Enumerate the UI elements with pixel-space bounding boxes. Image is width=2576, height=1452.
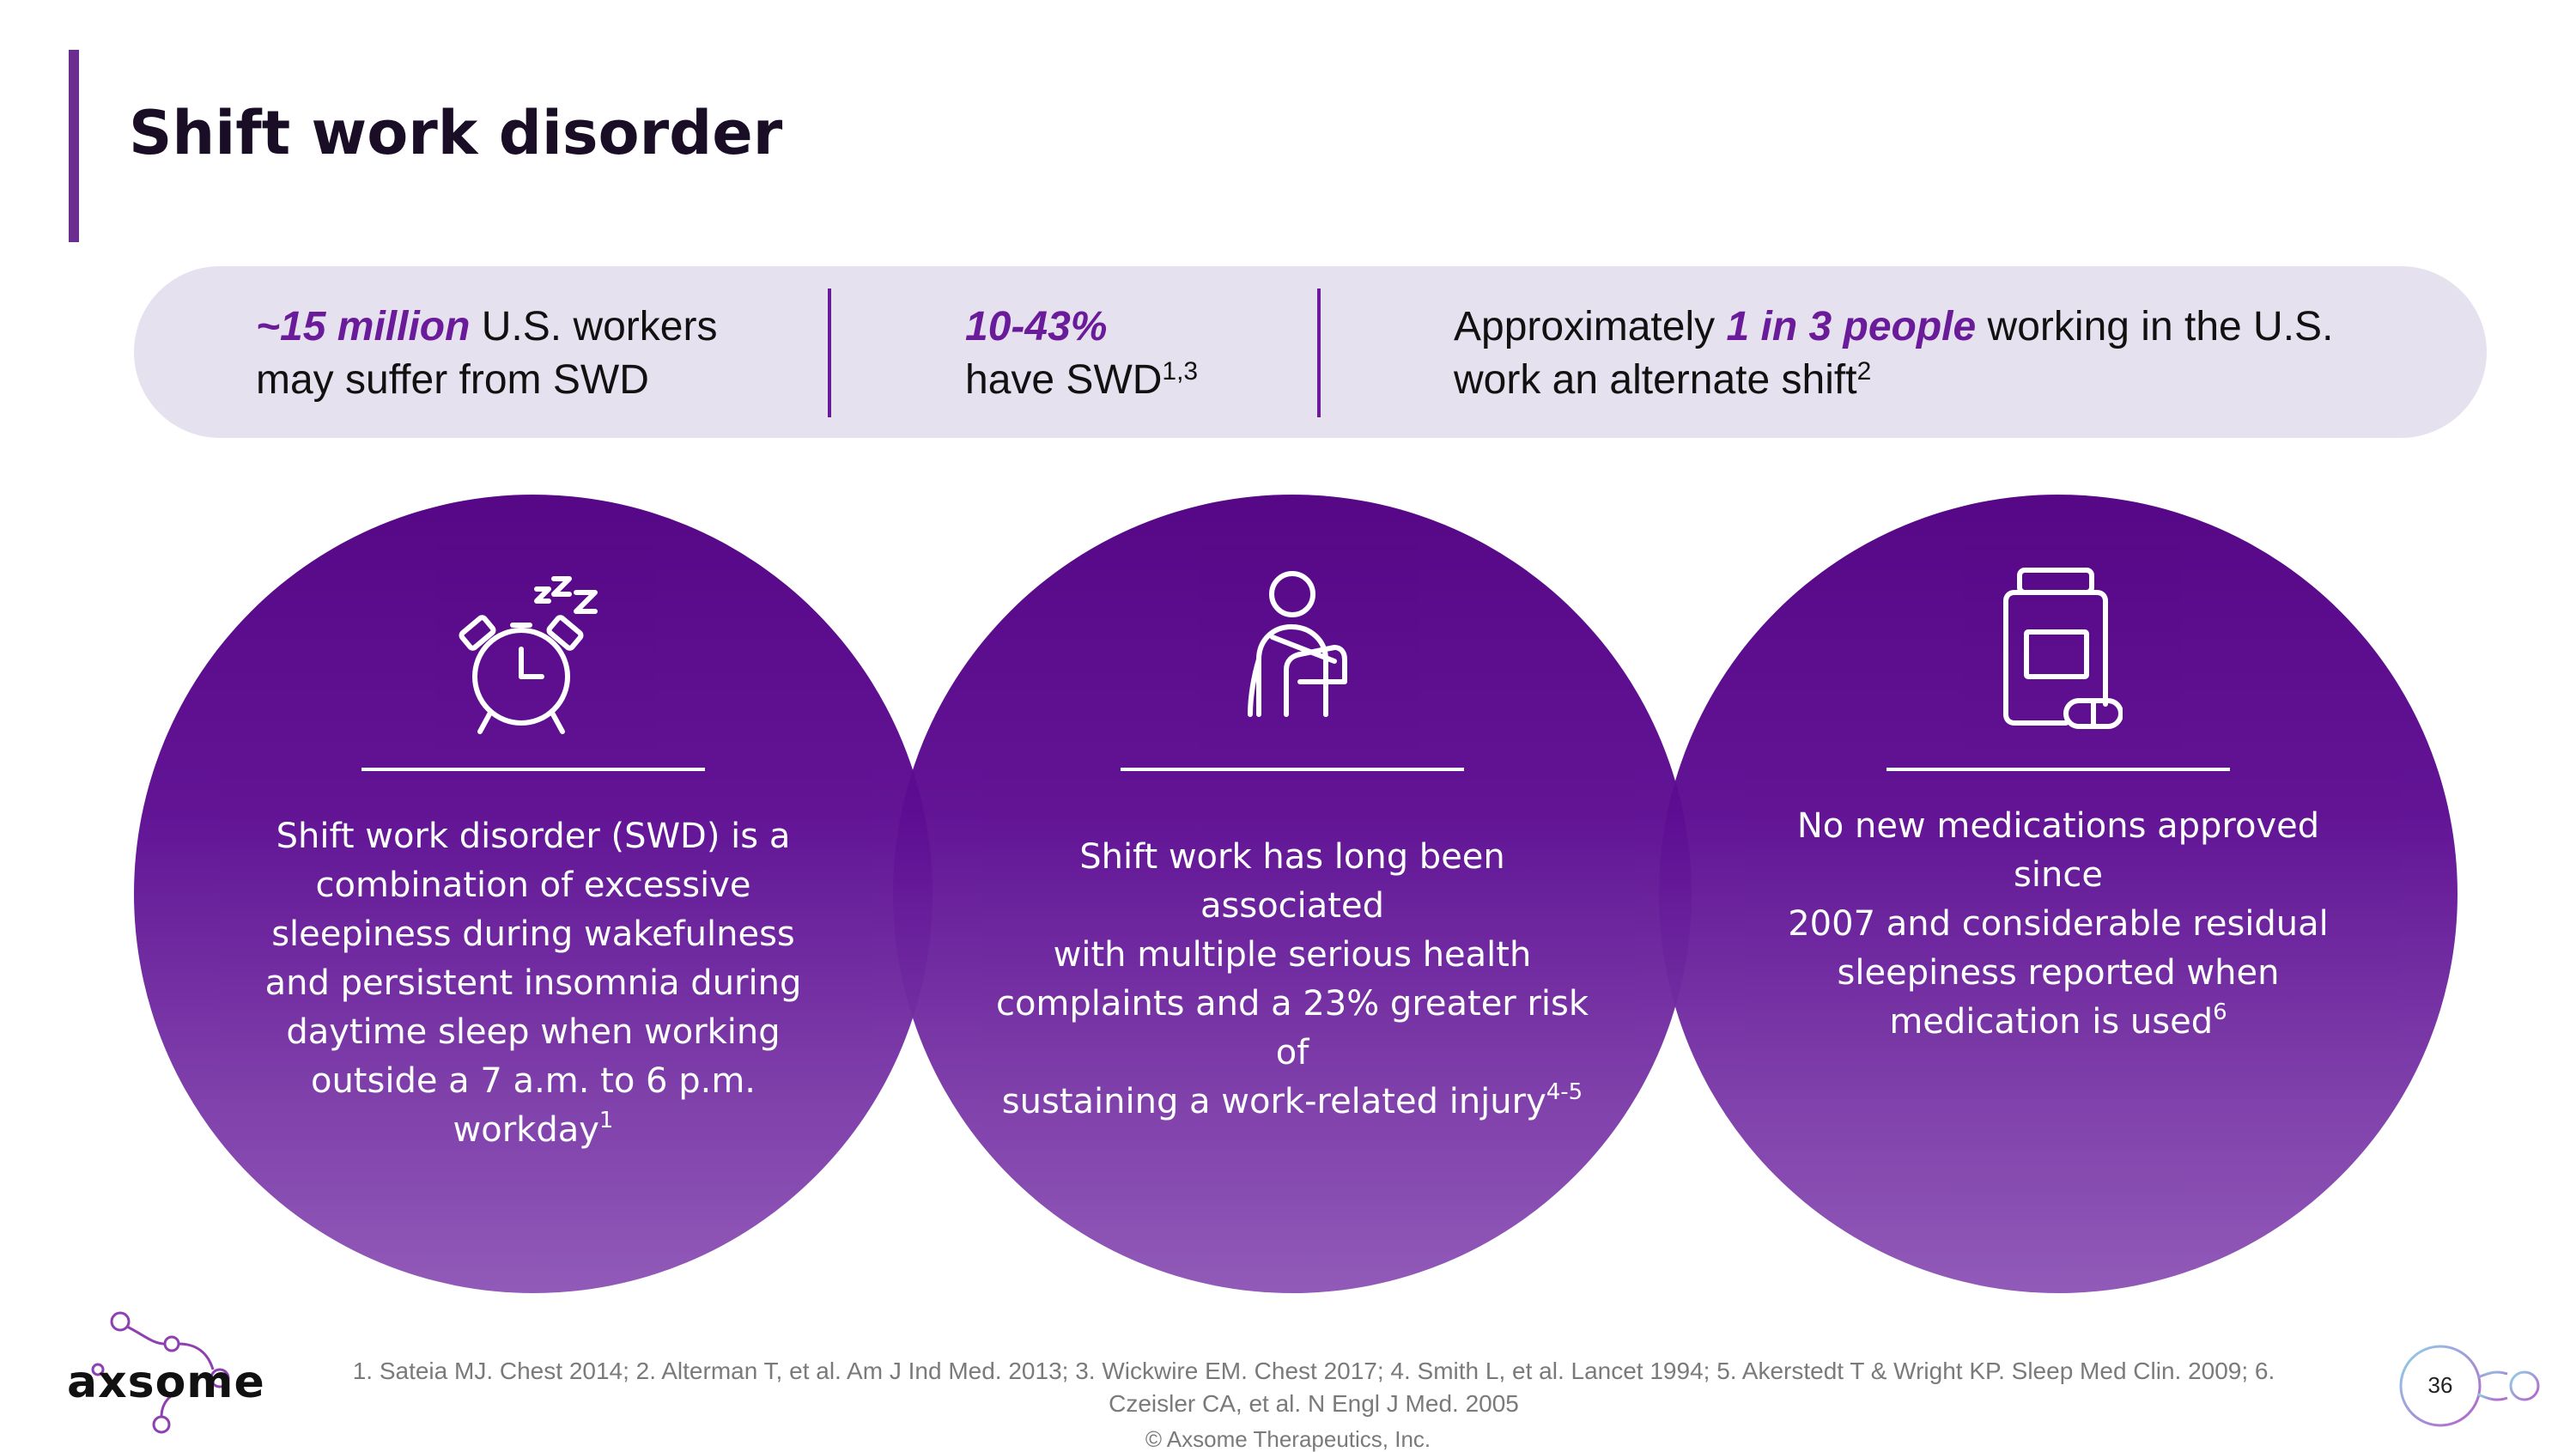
text-line: sleepiness reported when bbox=[1837, 953, 2280, 993]
title-accent-bar bbox=[69, 50, 79, 242]
text-line: workday bbox=[453, 1110, 599, 1150]
stat-prevalence-emphasis: 10-43% bbox=[965, 304, 1108, 349]
circle-text-medication: No new medications approved since 2007 a… bbox=[1749, 802, 2367, 1047]
text-line: Shift work has long been associated bbox=[1079, 837, 1505, 926]
text-line: sleepiness during wakefulness bbox=[271, 914, 795, 954]
circle-text-swd-definition: Shift work disorder (SWD) is a combinati… bbox=[224, 812, 842, 1155]
circle-text-health-risk: Shift work has long been associated with… bbox=[983, 833, 1601, 1127]
page-number-badge: 36 bbox=[2387, 1340, 2559, 1434]
info-circle-health-risk: Shift work has long been associated with… bbox=[893, 495, 1692, 1293]
info-circle-swd-definition: Shift work disorder (SWD) is a combinati… bbox=[134, 495, 933, 1293]
stat-workers-text: U.S. workers bbox=[470, 304, 718, 349]
text-line: complaints and a 23% greater risk of bbox=[995, 984, 1589, 1072]
medication-bottle-pill-icon bbox=[2003, 568, 2123, 729]
stat-alternate-line2: work an alternate shift bbox=[1454, 357, 1857, 403]
circle-divider bbox=[1121, 768, 1464, 771]
page-badge-shape-icon bbox=[2399, 1345, 2540, 1427]
reference-superscript: 6 bbox=[2213, 999, 2227, 1025]
text-line: medication is used bbox=[1889, 1002, 2214, 1042]
copyright: © Axsome Therapeutics, Inc. bbox=[1145, 1426, 1431, 1452]
circle-divider bbox=[361, 768, 705, 771]
stat-divider bbox=[1317, 289, 1321, 417]
text-line: sustaining a work-related injury bbox=[1001, 1082, 1546, 1121]
references-line: 1. Sateia MJ. Chest 2014; 2. Alterman T,… bbox=[352, 1358, 2275, 1384]
stat-alternate-emphasis: 1 in 3 people bbox=[1726, 304, 1977, 349]
stats-band: ~15 million U.S. workers may suffer from… bbox=[134, 266, 2487, 438]
text-line: combination of excessive bbox=[315, 866, 751, 905]
text-line: Shift work disorder (SWD) is a bbox=[276, 817, 791, 856]
logo-molecule-icon bbox=[91, 1311, 230, 1434]
text-line: No new medications approved since bbox=[1796, 806, 2320, 895]
alarm-clock-sleep-icon bbox=[459, 576, 598, 734]
injured-person-arm-sling-icon bbox=[1248, 571, 1347, 717]
stat-prevalence-ref: 1,3 bbox=[1162, 357, 1199, 386]
stat-workers: ~15 million U.S. workers may suffer from… bbox=[256, 301, 717, 407]
text-line: with multiple serious health bbox=[1053, 935, 1532, 975]
stat-alternate-shift: Approximately 1 in 3 people working in t… bbox=[1454, 301, 2333, 407]
circle-divider bbox=[1886, 768, 2230, 771]
text-line: and persistent insomnia during bbox=[264, 963, 802, 1003]
page-number: 36 bbox=[2427, 1372, 2453, 1398]
stat-alternate-ref: 2 bbox=[1856, 357, 1872, 386]
text-line: daytime sleep when working bbox=[286, 1012, 781, 1052]
text-line: 2007 and considerable residual bbox=[1788, 904, 2329, 944]
references-line: Czeisler CA, et al. N Engl J Med. 2005 bbox=[1109, 1390, 1519, 1417]
stat-alternate-prefix: Approximately bbox=[1454, 304, 1727, 349]
stat-divider bbox=[828, 289, 831, 417]
text-line: outside a 7 a.m. to 6 p.m. bbox=[310, 1061, 756, 1101]
stat-workers-emphasis: ~15 million bbox=[256, 304, 471, 349]
stat-prevalence-line2: have SWD bbox=[965, 357, 1163, 403]
logo-wordmark: axsome bbox=[67, 1357, 265, 1408]
info-circle-medication: No new medications approved since 2007 a… bbox=[1659, 495, 2458, 1293]
reference-superscript: 1 bbox=[598, 1108, 614, 1133]
stat-workers-line2: may suffer from SWD bbox=[256, 357, 649, 403]
stat-alternate-text: working in the U.S. bbox=[1976, 304, 2334, 349]
stat-prevalence: 10-43% have SWD1,3 bbox=[965, 301, 1198, 407]
reference-superscript: 4-5 bbox=[1546, 1079, 1583, 1105]
axsome-logo: axsome bbox=[67, 1309, 273, 1438]
page-title: Shift work disorder bbox=[129, 98, 783, 168]
references: 1. Sateia MJ. Chest 2014; 2. Alterman T,… bbox=[309, 1355, 2318, 1420]
